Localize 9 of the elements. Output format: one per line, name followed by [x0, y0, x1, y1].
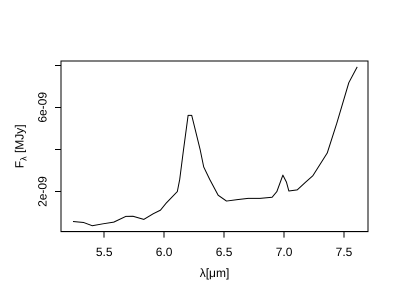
x-tick-label: 6.5 — [216, 245, 233, 260]
x-tick-label: 7.0 — [276, 245, 293, 260]
y-axis-title: Fλ [MJy] — [12, 124, 28, 168]
x-tick-label: 6.0 — [156, 245, 173, 260]
x-tick-label: 7.5 — [336, 245, 353, 260]
y-tick-label: 6e-09 — [35, 92, 50, 123]
x-tick-label: 5.5 — [96, 245, 113, 260]
y-tick-label: 2e-09 — [35, 176, 50, 207]
x-axis-title: λ[μm] — [200, 266, 230, 280]
